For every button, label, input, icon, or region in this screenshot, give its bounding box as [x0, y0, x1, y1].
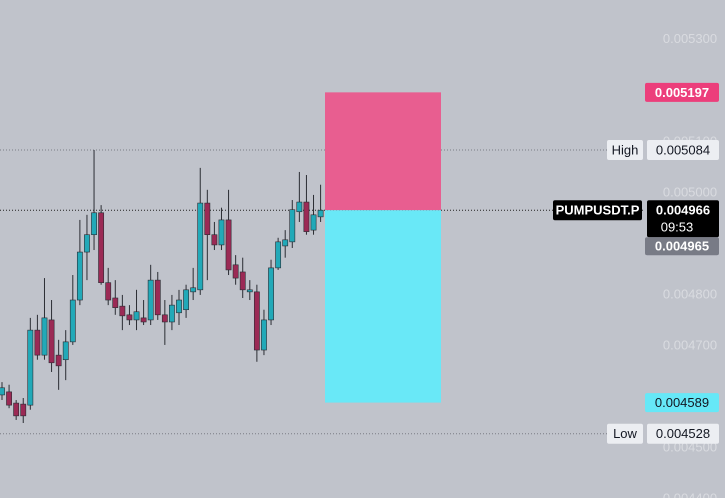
candle-body — [55, 354, 62, 367]
candle-body — [140, 317, 147, 323]
last-price-bg — [647, 200, 719, 238]
y-tick-label: 0.005000 — [663, 184, 717, 199]
candle-body — [154, 279, 161, 316]
high-title: High — [612, 142, 639, 157]
candle-body — [105, 282, 112, 301]
y-tick-label: 0.005300 — [663, 31, 717, 46]
candle-body — [232, 264, 239, 279]
candle-body — [282, 239, 289, 247]
candle-body — [41, 317, 48, 356]
candle-body — [0, 387, 5, 396]
candle-body — [176, 299, 182, 314]
second-price: 0.004965 — [655, 239, 709, 254]
candle-body — [133, 311, 140, 321]
candle-body — [147, 279, 154, 321]
candle-body — [119, 305, 126, 317]
candle-body — [6, 391, 12, 406]
low-value: 0.004528 — [656, 426, 710, 441]
high-value-bg — [647, 140, 719, 161]
candle-body — [197, 202, 204, 291]
candle-body — [34, 329, 41, 356]
candle-body — [303, 201, 310, 232]
candle-body — [20, 403, 27, 417]
symbol-label-bg — [553, 200, 642, 221]
candle-body — [169, 304, 175, 323]
candle-body — [289, 209, 296, 243]
y-tick-label: 0.004400 — [663, 490, 717, 498]
last-price: 0.004966 — [656, 203, 710, 218]
candle-body — [310, 214, 317, 231]
candle-body — [225, 219, 232, 271]
y-tick-label: 0.004700 — [663, 337, 717, 352]
candle-body — [239, 271, 246, 291]
low-title: Low — [613, 426, 637, 441]
candle-body — [112, 297, 119, 308]
take-profit-label-bg — [645, 82, 719, 102]
candle-body — [317, 209, 324, 218]
stop-loss-label: 0.004589 — [655, 395, 709, 410]
candle-body — [48, 319, 55, 364]
second-price-bg — [645, 237, 719, 256]
candle-body — [91, 212, 97, 236]
candle-body — [13, 402, 20, 417]
candle-body — [296, 201, 303, 213]
candle-body — [161, 314, 168, 323]
high-value: 0.005084 — [656, 142, 710, 157]
candle-body — [246, 289, 253, 293]
y-tick-label: 0.004800 — [663, 286, 717, 301]
low-title-bg — [607, 423, 643, 444]
candle-body — [183, 289, 189, 311]
candle-body — [98, 212, 105, 283]
candle-body — [190, 287, 197, 293]
candle-body — [218, 219, 225, 246]
candle-body — [204, 202, 211, 236]
candle-body — [268, 267, 274, 321]
stop-loss-label-bg — [645, 393, 719, 413]
candle-body — [62, 341, 69, 361]
candle-body — [76, 251, 83, 301]
low-value-bg — [647, 423, 719, 444]
high-title-bg — [607, 140, 643, 161]
candle-body — [261, 319, 267, 351]
candle-body — [84, 234, 90, 253]
candle-body — [126, 314, 133, 321]
profit-zone — [325, 92, 441, 211]
countdown: 09:53 — [661, 220, 694, 235]
candle-body — [27, 329, 34, 406]
candle-body — [69, 299, 76, 343]
loss-zone — [325, 210, 441, 403]
symbol-label: PUMPUSDT.P — [556, 203, 640, 218]
take-profit-label: 0.005197 — [655, 85, 709, 100]
candle-body — [211, 234, 218, 246]
candle-body — [275, 241, 282, 269]
candle-body — [253, 291, 260, 351]
